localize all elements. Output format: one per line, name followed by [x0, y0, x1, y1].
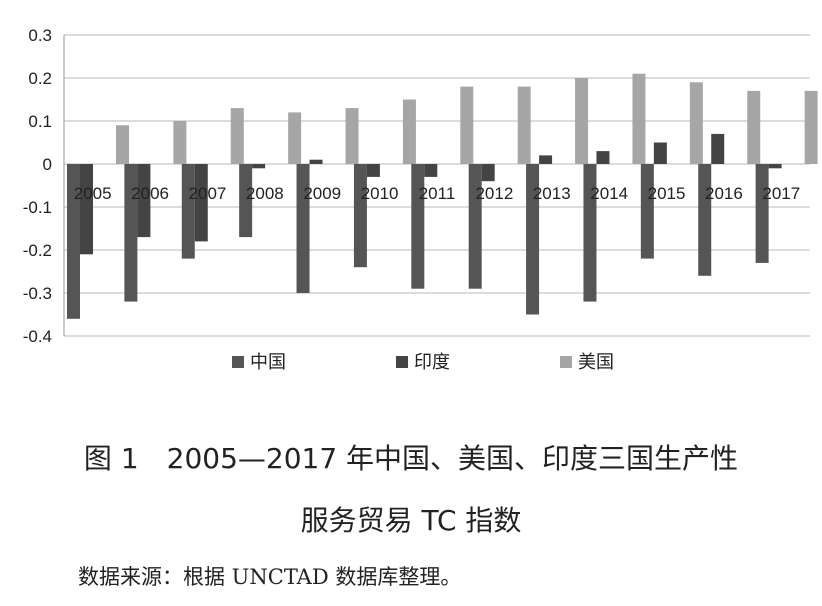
legend-swatch	[232, 356, 244, 368]
y-tick-label: -0.2	[23, 241, 52, 260]
legend-swatch	[560, 356, 572, 368]
y-tick-label: -0.3	[23, 284, 52, 303]
x-tick-label: 2013	[533, 184, 571, 203]
bars	[67, 73, 818, 319]
bar-usa-2017	[804, 90, 818, 164]
bar-india-2008	[252, 164, 266, 169]
x-tick-label: 2008	[246, 184, 284, 203]
bar-china-2015	[640, 164, 654, 259]
bar-china-2007	[181, 164, 195, 259]
bar-china-2014	[583, 164, 597, 302]
y-tick-label: 0	[43, 155, 52, 174]
legend: 中国 印度 美国	[232, 352, 614, 373]
bar-usa-2009	[345, 108, 359, 164]
bar-usa-2005	[116, 125, 129, 164]
source-note: 数据来源：根据 UNCTAD 数据库整理。	[78, 565, 462, 589]
bar-china-2008	[239, 164, 253, 238]
bar-india-2012	[481, 164, 495, 182]
y-tick-label: 0.3	[28, 26, 52, 45]
figure-caption-line2: 服务贸易 TC 指数	[300, 504, 522, 537]
x-tick-label: 2007	[189, 184, 227, 203]
chart: 0.30.20.10-0.1-0.2-0.3-0.4 2005 2006 2007 2…	[23, 26, 818, 373]
bar-china-2017	[755, 164, 769, 263]
legend-swatch	[396, 356, 408, 368]
bar-china-2012	[468, 164, 482, 289]
x-tick-label: 2011	[419, 184, 456, 203]
x-tick-label: 2016	[705, 184, 743, 203]
bar-india-2015	[653, 142, 667, 164]
y-axis-ticks: 0.3 0.2 0.1 0 -0.1 -0.2 -0.3 -0.4	[23, 26, 52, 346]
legend-label: 印度	[414, 352, 450, 373]
bar-usa-2008	[288, 112, 302, 164]
bar-china-2011	[411, 164, 425, 289]
bar-india-2010	[366, 164, 380, 177]
bar-india-2011	[424, 164, 438, 177]
bar-usa-2007	[230, 108, 244, 164]
bar-india-2006	[137, 164, 151, 238]
figure-caption-line1: 图 1 2005—2017 年中国、美国、印度三国生产性	[83, 442, 739, 475]
bar-usa-2012	[517, 86, 531, 164]
bar-india-2007	[194, 164, 208, 242]
legend-label: 中国	[250, 352, 286, 373]
y-tick-label: 0.2	[28, 69, 52, 88]
x-tick-label: 2015	[648, 184, 686, 203]
bar-china-2006	[124, 164, 138, 302]
legend-label: 美国	[578, 352, 614, 373]
bar-india-2009	[309, 159, 323, 164]
x-tick-label: 2006	[131, 184, 169, 203]
bar-usa-2016	[747, 90, 761, 164]
bar-usa-2014	[632, 73, 646, 164]
bar-usa-2013	[575, 78, 589, 164]
bar-china-2010	[353, 164, 367, 268]
bar-china-2013	[526, 164, 540, 315]
bar-india-2017	[768, 164, 782, 169]
bar-usa-2006	[173, 121, 187, 164]
bar-india-2013	[539, 155, 553, 164]
x-tick-label: 2005	[74, 184, 112, 203]
x-tick-label: 2009	[303, 184, 341, 203]
x-tick-label: 2017	[762, 184, 800, 203]
bar-usa-2015	[689, 82, 703, 164]
y-tick-label: -0.1	[23, 198, 52, 217]
bar-usa-2011	[460, 86, 474, 164]
bar-india-2005	[80, 164, 93, 255]
bar-usa-2010	[402, 99, 416, 164]
x-tick-label: 2012	[475, 184, 513, 203]
y-tick-label: -0.4	[23, 327, 52, 346]
x-tick-label: 2014	[590, 184, 628, 203]
bar-china-2009	[296, 164, 310, 293]
bar-india-2016	[711, 133, 725, 164]
x-axis-labels: 2005 2006 2007 2008 2009 2010 2011 2012 2013 2014…	[74, 184, 800, 203]
x-tick-label: 2010	[361, 184, 399, 203]
bar-china-2016	[698, 164, 712, 276]
bar-india-2014	[596, 151, 610, 164]
bar-china-2005	[67, 164, 80, 319]
y-tick-label: 0.1	[28, 112, 52, 131]
